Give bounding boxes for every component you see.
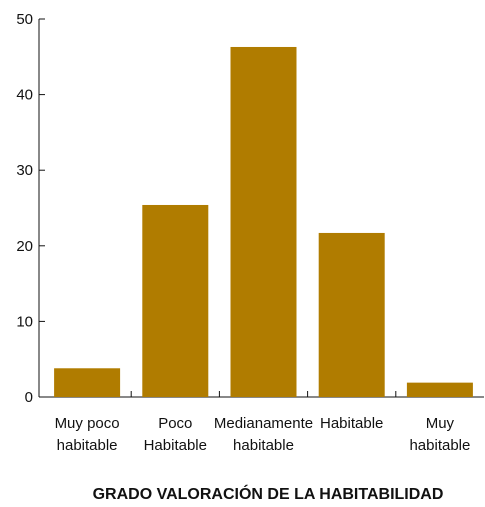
y-axis: 0 10 20 30 40 50 [16, 11, 45, 406]
bar [142, 204, 209, 397]
y-tick-label: 50 [16, 11, 33, 28]
x-category-label-line: habitable [409, 437, 470, 454]
x-category-label-line: Medianamente [214, 415, 313, 432]
x-category-label-line: Muy poco [55, 415, 120, 432]
category-labels: Muy poco habitable Poco Habitable Medianamen… [55, 415, 471, 454]
x-category-label-line: Muy [426, 415, 455, 432]
y-tick-label: 40 [16, 87, 33, 104]
x-category-label: Medianamente habitable [214, 415, 313, 454]
x-category-label-line: Habitable [144, 437, 207, 454]
x-category-label-line: Habitable [320, 415, 383, 432]
x-category-label-line: Poco [158, 415, 192, 432]
x-category-label: Muy habitable [409, 415, 470, 454]
x-axis-title: GRADO VALORACIÓN DE LA HABITABILIDAD [93, 484, 444, 503]
bar [406, 382, 473, 397]
bar [54, 368, 121, 397]
y-tick-label: 10 [16, 313, 33, 330]
y-tick-label: 20 [16, 238, 33, 255]
x-category-label-line: habitable [233, 437, 294, 454]
y-tick-label: 30 [16, 162, 33, 179]
x-category-label: Muy poco habitable [55, 415, 120, 454]
x-category-label: Poco Habitable [144, 415, 207, 454]
bar [230, 46, 297, 398]
y-tick-label: 0 [25, 389, 33, 406]
bar [318, 232, 385, 397]
bars [54, 46, 473, 398]
x-category-label: Habitable [320, 415, 383, 432]
x-category-label-line: habitable [57, 437, 118, 454]
